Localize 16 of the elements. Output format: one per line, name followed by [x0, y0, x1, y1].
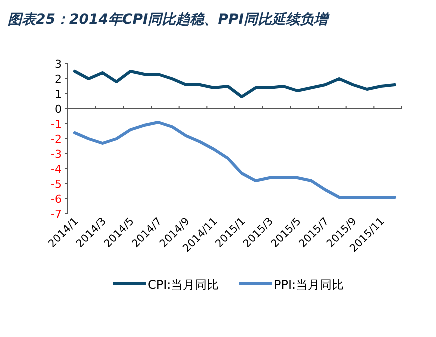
y-tick-label: -6	[51, 193, 62, 206]
y-tick-label: -2	[51, 133, 62, 146]
y-tick-label: -7	[51, 208, 62, 221]
legend-label: PPI:当月同比	[274, 278, 344, 292]
y-tick-label: 2	[55, 73, 62, 86]
y-tick-label: 3	[55, 58, 62, 71]
y-tick-label: 0	[55, 103, 62, 116]
y-tick-label: 1	[55, 88, 62, 101]
y-tick-label: -4	[51, 163, 62, 176]
line-series	[73, 70, 397, 98]
legend-label: CPI:当月同比	[148, 278, 220, 292]
line-series	[73, 121, 397, 199]
y-tick-label: -3	[51, 148, 62, 161]
y-tick-label: -5	[51, 178, 62, 191]
y-tick-label: -1	[51, 118, 62, 131]
chart-title: 图表25：2014年CPI同比趋稳、PPI同比延续负增	[8, 12, 330, 28]
